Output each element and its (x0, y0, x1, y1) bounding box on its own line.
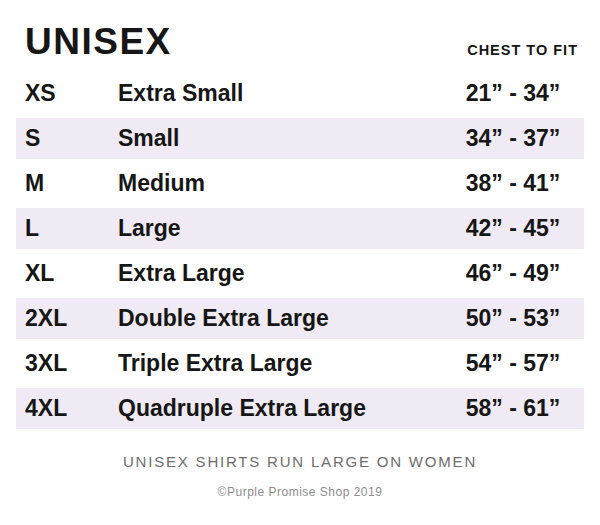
chest-range: 46” - 49” (448, 260, 578, 287)
table-row-s: S Small 34” - 37” (16, 116, 584, 161)
table-row-xl: XL Extra Large 46” - 49” (16, 251, 584, 296)
chart-header: UNISEX CHEST TO FIT (25, 14, 578, 60)
chest-to-fit-column-label: CHEST TO FIT (467, 43, 578, 61)
chest-range: 38” - 41” (448, 170, 578, 197)
chart-title: UNISEX (25, 23, 172, 60)
size-name: Small (118, 125, 448, 152)
chest-range: 21” - 34” (448, 80, 578, 107)
size-code: 2XL (25, 305, 118, 332)
table-row-xs: XS Extra Small 21” - 34” (16, 71, 584, 116)
chest-range: 54” - 57” (448, 350, 578, 377)
size-code: M (25, 170, 118, 197)
table-row-m: M Medium 38” - 41” (16, 161, 584, 206)
size-code: 4XL (25, 395, 118, 422)
size-name: Extra Large (118, 260, 448, 287)
size-name: Medium (118, 170, 448, 197)
size-code: XL (25, 260, 118, 287)
size-code: L (25, 215, 118, 242)
size-name: Quadruple Extra Large (118, 395, 448, 422)
chest-range: 42” - 45” (448, 215, 578, 242)
size-code: 3XL (25, 350, 118, 377)
size-name: Triple Extra Large (118, 350, 448, 377)
copyright-text: ©Purple Promise Shop 2019 (0, 485, 600, 499)
size-table: XS Extra Small 21” - 34” S Small 34” - 3… (16, 71, 584, 431)
size-name: Large (118, 215, 448, 242)
size-code: S (25, 125, 118, 152)
size-name: Extra Small (118, 80, 448, 107)
table-row-2xl: 2XL Double Extra Large 50” - 53” (16, 296, 584, 341)
chest-range: 58” - 61” (448, 395, 578, 422)
size-name: Double Extra Large (118, 305, 448, 332)
size-chart: UNISEX CHEST TO FIT XS Extra Small 21” -… (0, 0, 600, 525)
table-row-l: L Large 42” - 45” (16, 206, 584, 251)
size-code: XS (25, 80, 118, 107)
fit-note: UNISEX SHIRTS RUN LARGE ON WOMEN (0, 453, 600, 470)
chest-range: 34” - 37” (448, 125, 578, 152)
chest-range: 50” - 53” (448, 305, 578, 332)
table-row-3xl: 3XL Triple Extra Large 54” - 57” (16, 341, 584, 386)
table-row-4xl: 4XL Quadruple Extra Large 58” - 61” (16, 386, 584, 431)
